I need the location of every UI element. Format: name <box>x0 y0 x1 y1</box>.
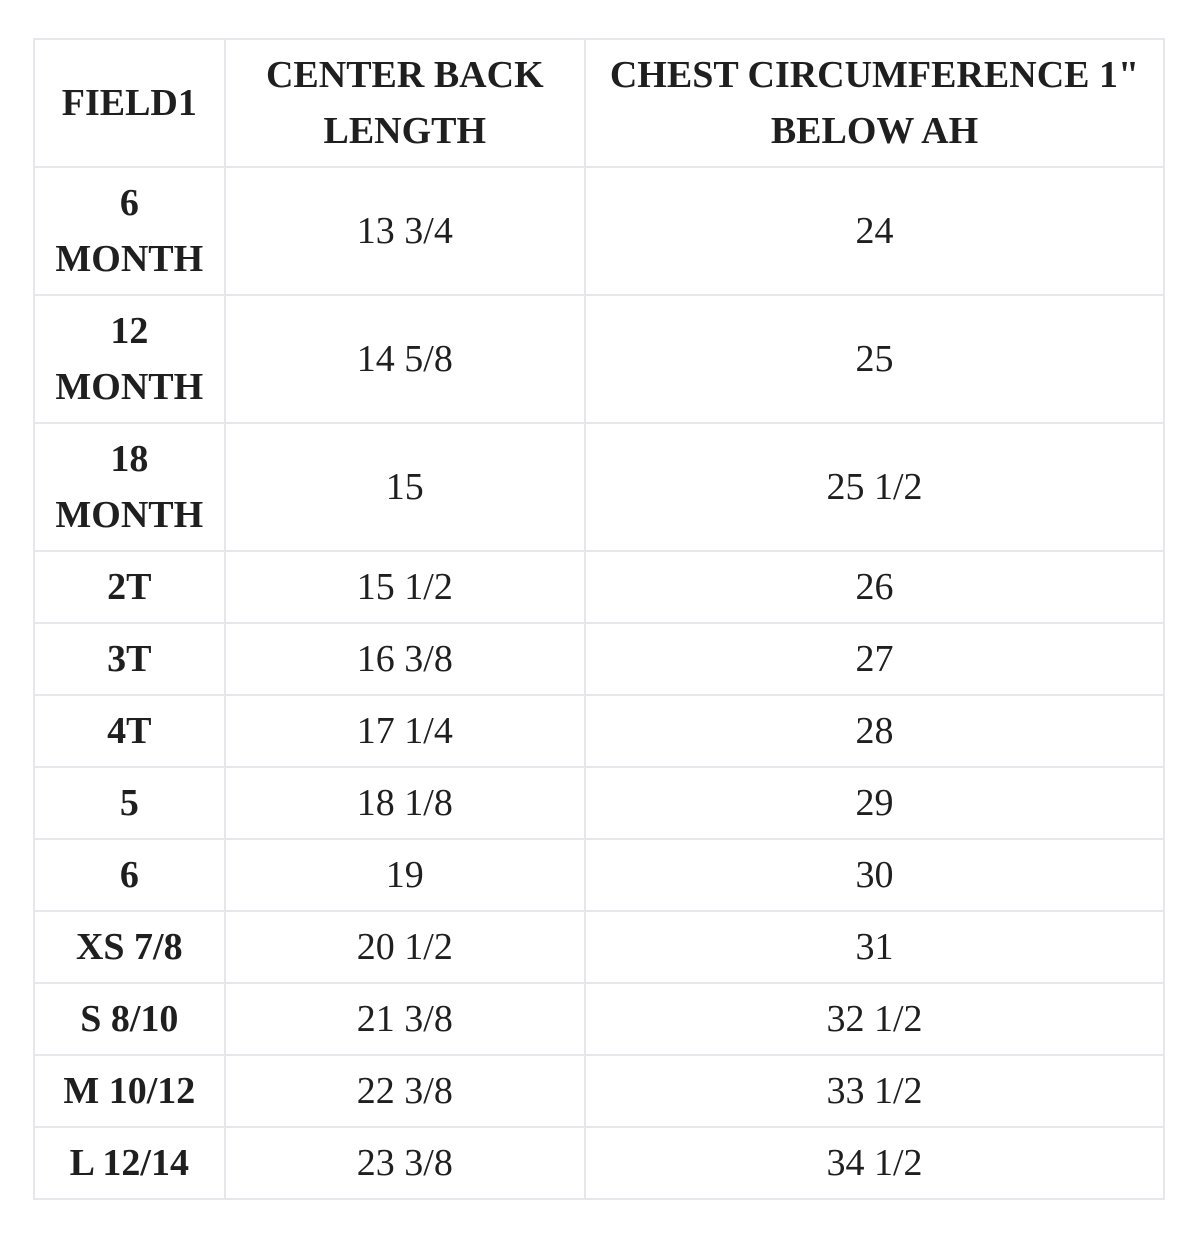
size-cell: 18 MONTH <box>33 422 226 552</box>
length-cell: 13 3/4 <box>223 166 586 296</box>
chest-cell: 29 <box>583 766 1166 840</box>
header-cell-center-back-length: CENTER BACK LENGTH <box>223 38 586 168</box>
table-row: M 10/12 22 3/8 33 1/2 <box>33 1054 1166 1128</box>
length-cell: 19 <box>223 838 586 912</box>
length-cell: 14 5/8 <box>223 294 586 424</box>
length-cell: 21 3/8 <box>223 982 586 1056</box>
size-chart-container: FIELD1 CENTER BACK LENGTH CHEST CIRCUMFE… <box>33 38 1166 1200</box>
size-cell: 4T <box>33 694 226 768</box>
table-row: 5 18 1/8 29 <box>33 766 1166 840</box>
length-cell: 15 1/2 <box>223 550 586 624</box>
chest-cell: 25 <box>583 294 1166 424</box>
chest-cell: 32 1/2 <box>583 982 1166 1056</box>
chest-cell: 26 <box>583 550 1166 624</box>
length-cell: 22 3/8 <box>223 1054 586 1128</box>
chest-cell: 34 1/2 <box>583 1126 1166 1200</box>
chest-cell: 33 1/2 <box>583 1054 1166 1128</box>
length-cell: 17 1/4 <box>223 694 586 768</box>
header-cell-field1: FIELD1 <box>33 38 226 168</box>
table-row: L 12/14 23 3/8 34 1/2 <box>33 1126 1166 1200</box>
table-row: XS 7/8 20 1/2 31 <box>33 910 1166 984</box>
table-row: 12 MONTH 14 5/8 25 <box>33 294 1166 424</box>
chest-cell: 24 <box>583 166 1166 296</box>
header-cell-chest-circumference: CHEST CIRCUMFERENCE 1" BELOW AH <box>583 38 1166 168</box>
chest-cell: 31 <box>583 910 1166 984</box>
table-row: 4T 17 1/4 28 <box>33 694 1166 768</box>
size-cell: 3T <box>33 622 226 696</box>
size-cell: 5 <box>33 766 226 840</box>
size-cell: 6 MONTH <box>33 166 226 296</box>
size-cell: L 12/14 <box>33 1126 226 1200</box>
chest-cell: 25 1/2 <box>583 422 1166 552</box>
chest-cell: 28 <box>583 694 1166 768</box>
table-row: 18 MONTH 15 25 1/2 <box>33 422 1166 552</box>
length-cell: 15 <box>223 422 586 552</box>
size-cell: S 8/10 <box>33 982 226 1056</box>
size-cell: 2T <box>33 550 226 624</box>
size-cell: XS 7/8 <box>33 910 226 984</box>
table-row: 3T 16 3/8 27 <box>33 622 1166 696</box>
size-cell: M 10/12 <box>33 1054 226 1128</box>
size-chart-table: FIELD1 CENTER BACK LENGTH CHEST CIRCUMFE… <box>33 38 1166 1200</box>
chest-cell: 30 <box>583 838 1166 912</box>
table-row: S 8/10 21 3/8 32 1/2 <box>33 982 1166 1056</box>
table-row: 6 MONTH 13 3/4 24 <box>33 166 1166 296</box>
length-cell: 16 3/8 <box>223 622 586 696</box>
length-cell: 18 1/8 <box>223 766 586 840</box>
size-cell: 12 MONTH <box>33 294 226 424</box>
length-cell: 20 1/2 <box>223 910 586 984</box>
table-row: 6 19 30 <box>33 838 1166 912</box>
size-cell: 6 <box>33 838 226 912</box>
chest-cell: 27 <box>583 622 1166 696</box>
header-row: FIELD1 CENTER BACK LENGTH CHEST CIRCUMFE… <box>33 38 1166 168</box>
length-cell: 23 3/8 <box>223 1126 586 1200</box>
table-row: 2T 15 1/2 26 <box>33 550 1166 624</box>
